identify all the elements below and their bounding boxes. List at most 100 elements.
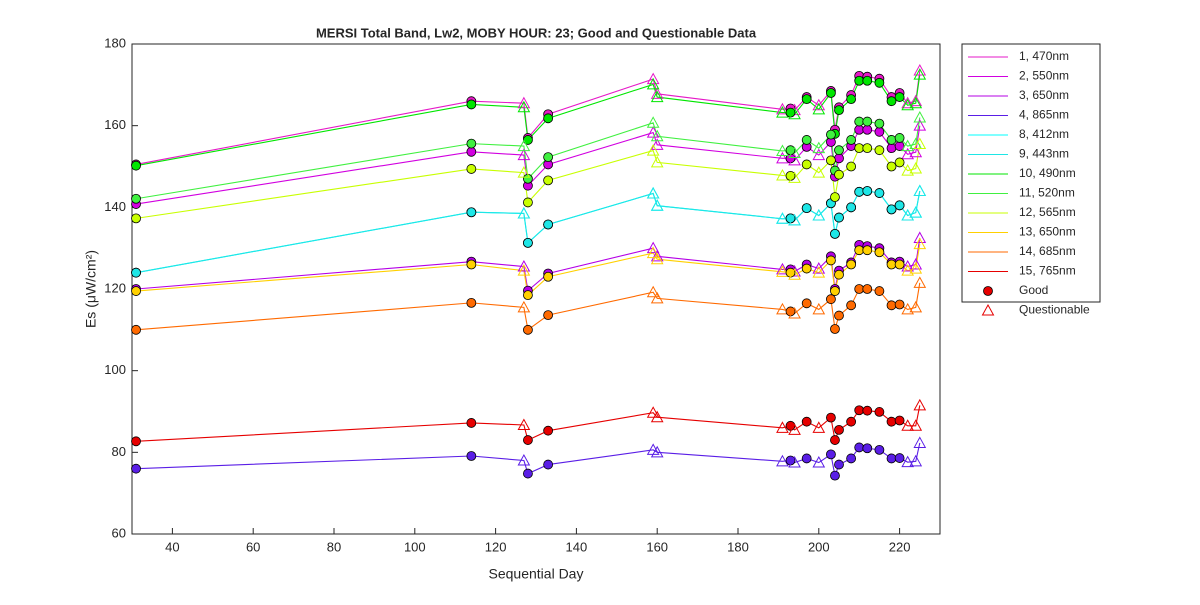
data-point xyxy=(901,164,915,176)
data-point xyxy=(909,94,923,107)
data-point xyxy=(543,425,554,436)
data-point xyxy=(812,262,826,274)
data-point xyxy=(894,415,905,426)
data-point xyxy=(846,300,857,311)
data-point xyxy=(523,135,533,145)
data-point xyxy=(909,300,923,313)
data-point xyxy=(517,148,531,161)
data-point xyxy=(650,252,664,265)
data-point xyxy=(466,297,477,308)
data-point xyxy=(776,102,789,115)
data-point xyxy=(830,324,840,334)
data-point xyxy=(776,168,789,181)
data-point xyxy=(646,406,660,418)
data-point xyxy=(874,145,885,156)
data-point xyxy=(801,203,812,214)
data-point xyxy=(131,286,141,296)
legend-marker xyxy=(981,303,995,316)
data-point xyxy=(523,324,533,335)
data-point xyxy=(834,145,844,156)
data-point xyxy=(543,152,554,163)
data-point xyxy=(788,306,801,319)
data-point xyxy=(517,264,531,276)
data-point xyxy=(901,419,915,431)
x-tick-label: 180 xyxy=(727,539,749,554)
data-point xyxy=(830,470,840,481)
data-point xyxy=(650,199,664,211)
data-point xyxy=(834,459,844,470)
data-point xyxy=(894,200,905,211)
data-point xyxy=(901,455,915,468)
data-point xyxy=(776,454,789,467)
legend-label: 8, 412nm xyxy=(1019,127,1069,141)
data-point xyxy=(466,451,477,461)
legend-marker xyxy=(983,286,993,296)
data-point xyxy=(826,129,836,140)
x-tick-label: 40 xyxy=(165,539,179,554)
legend-label: 4, 865nm xyxy=(1019,108,1069,122)
data-point xyxy=(812,98,826,111)
data-point xyxy=(466,164,477,174)
data-point xyxy=(788,146,801,159)
data-point xyxy=(834,310,844,321)
data-point xyxy=(646,77,660,90)
data-point xyxy=(826,412,836,423)
data-point xyxy=(650,445,664,458)
data-point xyxy=(466,99,477,110)
data-point xyxy=(894,299,905,310)
data-point xyxy=(913,184,927,196)
x-tick-label: 100 xyxy=(404,539,426,554)
data-point xyxy=(862,245,873,256)
data-point xyxy=(834,105,844,116)
data-point xyxy=(913,398,927,411)
data-point xyxy=(801,453,812,464)
y-axis-label: Es (μW/cm²) xyxy=(83,250,99,328)
x-tick-label: 200 xyxy=(808,539,830,554)
data-point xyxy=(826,294,836,305)
data-point xyxy=(801,94,812,105)
data-point xyxy=(901,260,915,272)
x-tick-label: 160 xyxy=(646,539,668,554)
data-point xyxy=(854,186,865,197)
data-point xyxy=(801,159,812,170)
data-point xyxy=(776,302,789,315)
data-point xyxy=(646,285,660,298)
legend-label: 15, 765nm xyxy=(1019,264,1076,278)
data-point xyxy=(812,266,826,278)
y-tick-label: 180 xyxy=(104,35,126,50)
data-point xyxy=(886,143,897,154)
data-point xyxy=(517,206,531,219)
data-point xyxy=(862,116,873,127)
data-point xyxy=(650,155,664,168)
legend xyxy=(961,43,1101,303)
data-point xyxy=(886,135,897,145)
data-point xyxy=(788,268,801,280)
data-point xyxy=(913,436,927,448)
data-point xyxy=(913,276,927,288)
data-point xyxy=(650,410,664,423)
data-point xyxy=(523,468,533,479)
data-point xyxy=(776,212,789,224)
data-point xyxy=(517,96,531,109)
data-point xyxy=(826,88,836,98)
data-point xyxy=(886,416,897,427)
data-point xyxy=(131,463,141,474)
x-tick-label: 80 xyxy=(327,539,341,554)
data-point xyxy=(650,90,664,103)
data-point xyxy=(131,267,141,278)
data-point xyxy=(776,421,789,433)
data-point xyxy=(788,423,801,435)
data-point xyxy=(830,286,840,296)
data-point xyxy=(846,202,857,213)
y-tick-label: 160 xyxy=(104,117,126,132)
plot-area xyxy=(131,43,941,535)
data-point xyxy=(646,246,660,259)
data-point xyxy=(846,259,857,270)
data-point xyxy=(862,405,873,416)
data-point xyxy=(776,144,789,156)
data-point xyxy=(901,98,915,111)
legend-label: 1, 470nm xyxy=(1019,49,1069,63)
data-point xyxy=(801,416,812,427)
data-point xyxy=(131,436,141,447)
data-point xyxy=(854,143,865,154)
